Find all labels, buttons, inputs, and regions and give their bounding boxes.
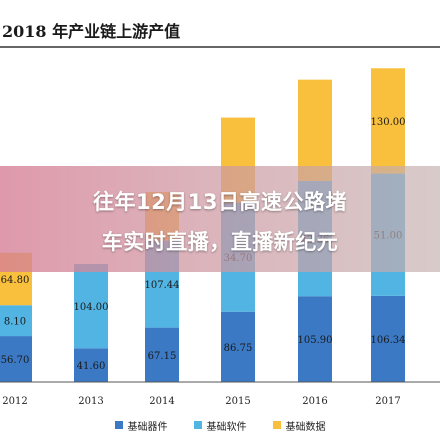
x-tick-label-2014: 2014 xyxy=(149,396,174,407)
data-label-2017-series-1: 106.34 xyxy=(371,335,406,346)
chart-legend: 基础器件 基础软件 基础数据 xyxy=(0,418,440,433)
x-tick-label-2013: 2013 xyxy=(78,396,103,407)
data-label-2012-series-1: 56.70 xyxy=(1,355,30,366)
bar-2012-series-1 xyxy=(0,336,32,382)
overlay-banner xyxy=(0,166,440,272)
overlay-headline-line-1: 往年12月13日高速公路堵 xyxy=(93,190,347,214)
legend-swatch-series-3 xyxy=(272,421,281,429)
data-label-2013-series-2: 104.00 xyxy=(74,302,109,313)
data-label-2017-series-3: 130.00 xyxy=(371,117,406,128)
legend-label-series-2: 基础软件 xyxy=(206,421,247,433)
bar-2012-series-2 xyxy=(0,305,32,337)
legend-label-series-3: 基础数据 xyxy=(285,421,326,433)
legend-item-series-3: 基础数据 xyxy=(272,418,326,433)
data-label-2013-series-1: 41.60 xyxy=(77,361,106,372)
bar-2013-series-2 xyxy=(74,264,108,349)
bar-2016-series-1 xyxy=(298,296,332,382)
data-label-2012-series-3: 64.80 xyxy=(1,275,30,286)
data-label-2014-series-2: 107.44 xyxy=(145,280,180,291)
x-tick-label-2016: 2016 xyxy=(302,396,327,407)
x-tick-label-2012: 2012 xyxy=(2,396,27,407)
title-divider xyxy=(0,46,440,48)
overlay-headline-line-2: 车实时直播，直播新纪元 xyxy=(101,230,339,254)
chart-title: 2018 年产业链上游产值 xyxy=(2,22,181,41)
legend-swatch-series-1 xyxy=(114,421,123,429)
bar-2016-series-3 xyxy=(298,79,332,181)
data-label-2014-series-1: 67.15 xyxy=(148,351,177,362)
bar-2014-series-1 xyxy=(145,327,179,382)
data-label-2012-series-2: 8.10 xyxy=(4,317,26,328)
bar-2017-series-3 xyxy=(371,68,405,174)
bar-2017-series-1 xyxy=(371,295,405,382)
legend-swatch-series-2 xyxy=(193,421,202,429)
legend-item-series-1: 基础器件 xyxy=(114,418,168,433)
bar-2015-series-1 xyxy=(221,311,255,382)
data-label-2016-series-1: 105.90 xyxy=(298,335,333,346)
legend-label-series-1: 基础器件 xyxy=(127,421,168,433)
x-tick-label-2017: 2017 xyxy=(375,396,400,407)
legend-item-series-2: 基础软件 xyxy=(193,418,247,433)
bar-2013-series-1 xyxy=(74,348,108,382)
x-tick-label-2015: 2015 xyxy=(225,396,250,407)
data-label-2015-series-1: 86.75 xyxy=(224,343,253,354)
